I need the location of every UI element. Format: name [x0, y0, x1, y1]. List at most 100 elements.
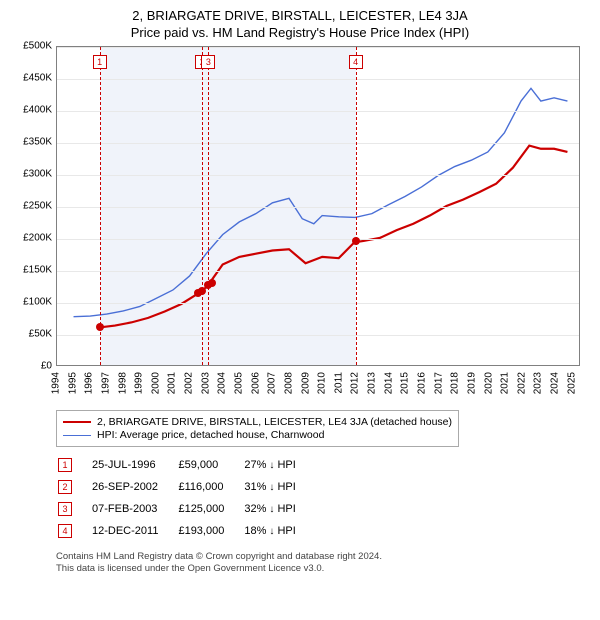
sale-marker: 1 [93, 55, 107, 69]
legend-label-property: 2, BRIARGATE DRIVE, BIRSTALL, LEICESTER,… [97, 416, 452, 428]
sale-vline [202, 47, 203, 365]
y-tick-label: £200K [23, 233, 52, 244]
chart-container: 2, BRIARGATE DRIVE, BIRSTALL, LEICESTER,… [0, 0, 600, 584]
x-tick-label: 2005 [233, 372, 244, 394]
x-tick-label: 2009 [300, 372, 311, 394]
y-tick-label: £450K [23, 73, 52, 84]
x-tick-label: 2019 [466, 372, 477, 394]
x-tick-label: 2002 [184, 372, 195, 394]
x-tick-label: 2006 [250, 372, 261, 394]
x-tick-label: 2004 [217, 372, 228, 394]
sale-pct: 27% ↓ HPI [244, 455, 313, 475]
x-tick-label: 2022 [516, 372, 527, 394]
sale-pct: 31% ↓ HPI [244, 477, 313, 497]
y-tick-label: £150K [23, 265, 52, 276]
gridline [57, 79, 579, 80]
x-tick-label: 2012 [350, 372, 361, 394]
table-row: 412-DEC-2011£193,00018% ↓ HPI [58, 521, 314, 541]
footer-attribution: Contains HM Land Registry data © Crown c… [56, 551, 590, 576]
gridline [57, 207, 579, 208]
sale-price: £116,000 [178, 477, 242, 497]
sale-price: £59,000 [178, 455, 242, 475]
sale-dot [208, 279, 216, 287]
sale-dot [352, 237, 360, 245]
legend-hpi: HPI: Average price, detached house, Char… [63, 429, 452, 441]
legend-property: 2, BRIARGATE DRIVE, BIRSTALL, LEICESTER,… [63, 416, 452, 428]
legend-swatch-hpi [63, 435, 91, 436]
x-tick-label: 1995 [67, 372, 78, 394]
legend-label-hpi: HPI: Average price, detached house, Char… [97, 429, 324, 441]
y-tick-label: £350K [23, 137, 52, 148]
gridline [57, 143, 579, 144]
y-tick-label: £250K [23, 201, 52, 212]
footer-line1: Contains HM Land Registry data © Crown c… [56, 551, 590, 563]
y-tick-label: £300K [23, 169, 52, 180]
sale-marker-cell: 4 [58, 521, 90, 541]
gridline [57, 239, 579, 240]
x-axis-labels: 1994199519961997199819992000200120022003… [56, 368, 580, 406]
address-title: 2, BRIARGATE DRIVE, BIRSTALL, LEICESTER,… [10, 8, 590, 23]
legend-swatch-property [63, 421, 91, 423]
x-tick-label: 2025 [566, 372, 577, 394]
table-row: 226-SEP-2002£116,00031% ↓ HPI [58, 477, 314, 497]
x-tick-label: 2020 [483, 372, 494, 394]
x-tick-label: 1998 [117, 372, 128, 394]
x-tick-label: 2015 [400, 372, 411, 394]
sale-pct: 32% ↓ HPI [244, 499, 313, 519]
x-tick-label: 2011 [333, 372, 344, 394]
x-tick-label: 2008 [283, 372, 294, 394]
x-tick-label: 2013 [367, 372, 378, 394]
gridline [57, 47, 579, 48]
table-row: 307-FEB-2003£125,00032% ↓ HPI [58, 499, 314, 519]
chart-titles: 2, BRIARGATE DRIVE, BIRSTALL, LEICESTER,… [10, 8, 590, 40]
gridline [57, 303, 579, 304]
table-row: 125-JUL-1996£59,00027% ↓ HPI [58, 455, 314, 475]
y-tick-label: £400K [23, 105, 52, 116]
sale-dot [194, 289, 202, 297]
x-tick-label: 1994 [51, 372, 62, 394]
sale-price: £125,000 [178, 499, 242, 519]
sale-price: £193,000 [178, 521, 242, 541]
x-tick-label: 2010 [317, 372, 328, 394]
x-tick-label: 2007 [267, 372, 278, 394]
gridline [57, 271, 579, 272]
x-tick-label: 2021 [500, 372, 511, 394]
x-tick-label: 1997 [100, 372, 111, 394]
sale-vline [208, 47, 209, 365]
x-tick-label: 1999 [134, 372, 145, 394]
sale-date: 12-DEC-2011 [92, 521, 176, 541]
sale-date: 07-FEB-2003 [92, 499, 176, 519]
y-tick-label: £100K [23, 297, 52, 308]
plot-area: 1234 [56, 46, 580, 366]
footer-line2: This data is licensed under the Open Gov… [56, 563, 590, 575]
sale-marker: 4 [349, 55, 363, 69]
x-tick-label: 2000 [150, 372, 161, 394]
sale-marker-cell: 3 [58, 499, 90, 519]
sales-table: 125-JUL-1996£59,00027% ↓ HPI226-SEP-2002… [56, 453, 316, 543]
x-tick-label: 2024 [550, 372, 561, 394]
x-tick-label: 2003 [200, 372, 211, 394]
sale-date: 26-SEP-2002 [92, 477, 176, 497]
x-tick-label: 2023 [533, 372, 544, 394]
sale-pct: 18% ↓ HPI [244, 521, 313, 541]
y-tick-label: £0 [41, 361, 52, 372]
sale-vline [356, 47, 357, 365]
x-tick-label: 2016 [416, 372, 427, 394]
line-svg [57, 47, 579, 365]
x-tick-label: 1996 [84, 372, 95, 394]
gridline [57, 111, 579, 112]
sale-marker-cell: 2 [58, 477, 90, 497]
chart-subtitle: Price paid vs. HM Land Registry's House … [10, 25, 590, 40]
y-axis-labels: £0£50K£100K£150K£200K£250K£300K£350K£400… [10, 46, 56, 366]
x-tick-label: 2001 [167, 372, 178, 394]
sale-vline [100, 47, 101, 365]
y-tick-label: £500K [23, 41, 52, 52]
x-tick-label: 2017 [433, 372, 444, 394]
sale-marker: 3 [201, 55, 215, 69]
sale-marker-cell: 1 [58, 455, 90, 475]
sale-dot [96, 323, 104, 331]
sale-date: 25-JUL-1996 [92, 455, 176, 475]
x-tick-label: 2018 [450, 372, 461, 394]
gridline [57, 335, 579, 336]
y-tick-label: £50K [29, 329, 52, 340]
